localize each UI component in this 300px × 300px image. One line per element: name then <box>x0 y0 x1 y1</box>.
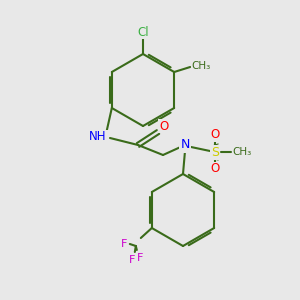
Text: F: F <box>129 255 135 265</box>
Text: F: F <box>136 253 143 263</box>
Text: S: S <box>211 146 219 158</box>
Text: O: O <box>210 128 220 142</box>
Text: O: O <box>159 119 169 133</box>
Text: N: N <box>180 139 190 152</box>
Text: CH₃: CH₃ <box>192 61 211 71</box>
Text: Cl: Cl <box>137 26 149 38</box>
Text: CH₃: CH₃ <box>232 147 252 157</box>
Text: O: O <box>210 163 220 176</box>
Text: NH: NH <box>89 130 107 143</box>
Text: F: F <box>121 239 127 249</box>
